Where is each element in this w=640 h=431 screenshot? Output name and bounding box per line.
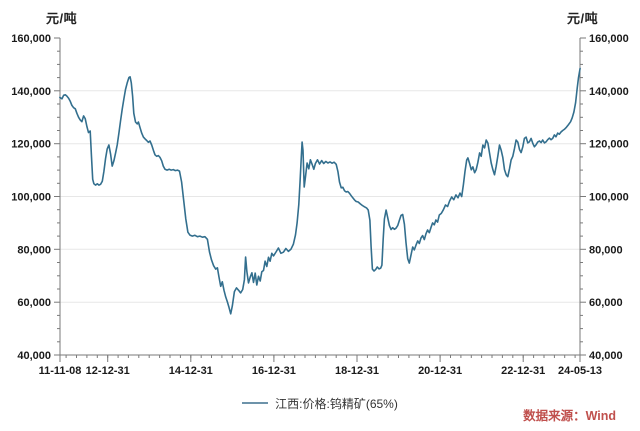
svg-text:100,000: 100,000 — [589, 192, 629, 204]
svg-text:22-12-31: 22-12-31 — [501, 365, 545, 377]
svg-text:80,000: 80,000 — [589, 244, 623, 256]
legend: 江西:价格:钨精矿(65%) — [0, 395, 640, 411]
svg-text:80,000: 80,000 — [17, 244, 51, 256]
svg-text:24-05-13: 24-05-13 — [558, 365, 602, 377]
legend-label: 江西:价格:钨精矿(65%) — [275, 396, 398, 411]
svg-text:100,000: 100,000 — [11, 192, 51, 204]
svg-text:140,000: 140,000 — [11, 86, 51, 98]
y-axis-unit-right: 元/吨 — [567, 11, 599, 26]
svg-text:14-12-31: 14-12-31 — [169, 365, 213, 377]
svg-text:160,000: 160,000 — [11, 33, 51, 45]
svg-text:18-12-31: 18-12-31 — [335, 365, 379, 377]
data-source-label: 数据来源：Wind — [523, 409, 616, 423]
y-axis-unit-left: 元/吨 — [46, 11, 78, 26]
svg-text:16-12-31: 16-12-31 — [252, 365, 296, 377]
svg-text:12-12-31: 12-12-31 — [86, 365, 130, 377]
svg-text:11-11-08: 11-11-08 — [39, 365, 82, 377]
svg-text:140,000: 140,000 — [589, 86, 629, 98]
svg-text:20-12-31: 20-12-31 — [418, 365, 462, 377]
svg-text:60,000: 60,000 — [589, 297, 623, 309]
svg-text:160,000: 160,000 — [589, 33, 629, 45]
svg-text:60,000: 60,000 — [17, 297, 51, 309]
svg-text:40,000: 40,000 — [17, 350, 51, 362]
svg-text:120,000: 120,000 — [589, 139, 629, 151]
svg-text:40,000: 40,000 — [589, 350, 623, 362]
legend-line-icon — [242, 402, 269, 404]
svg-text:120,000: 120,000 — [11, 139, 51, 151]
